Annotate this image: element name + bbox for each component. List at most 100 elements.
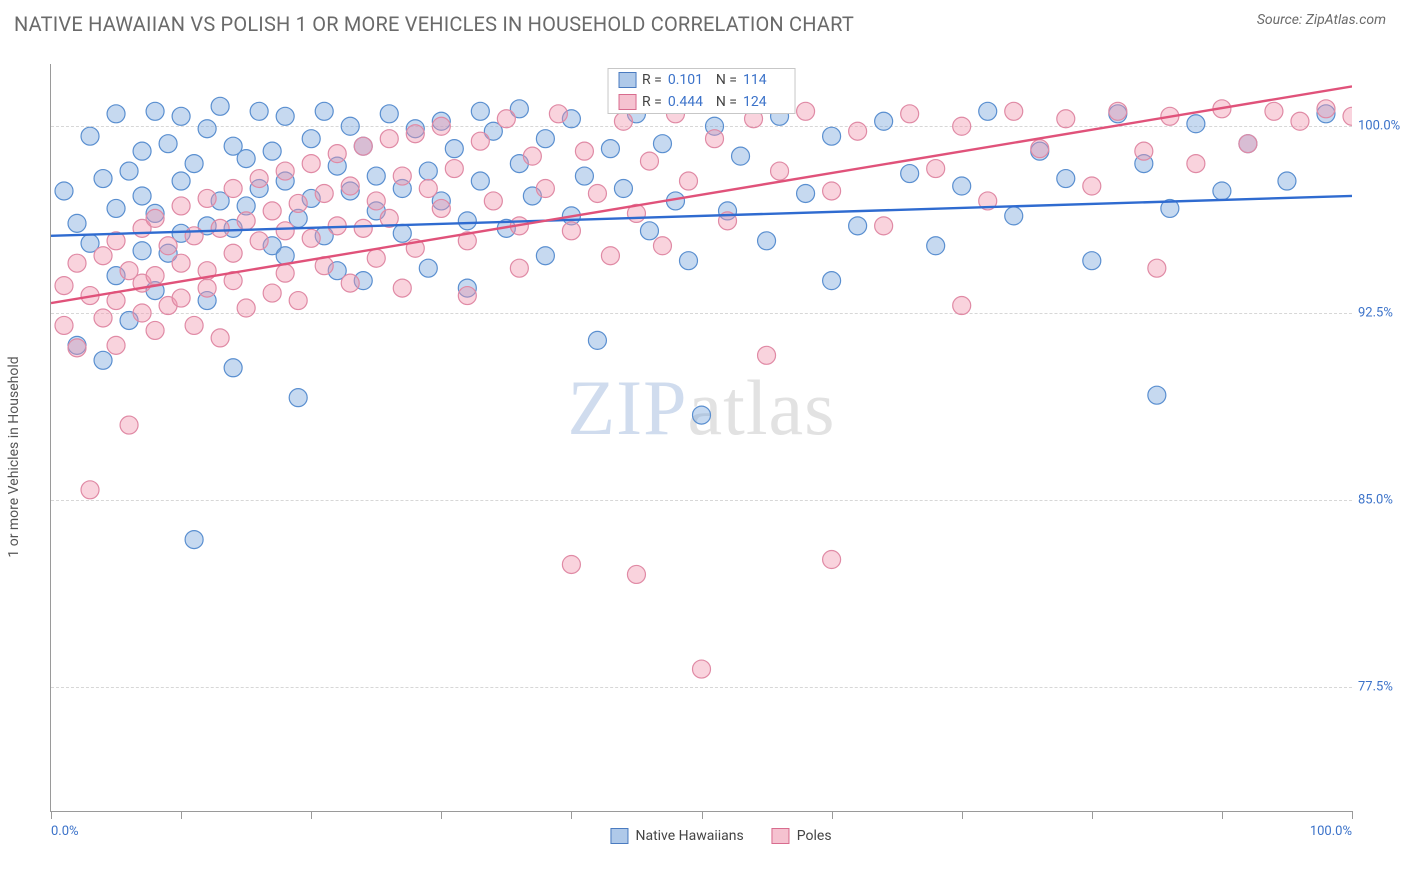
data-point (211, 219, 229, 237)
source-attribution: Source: ZipAtlas.com (1257, 12, 1386, 28)
data-point (536, 247, 554, 265)
r-value: 0.101 (668, 72, 710, 88)
data-point (237, 150, 255, 168)
data-point (341, 274, 359, 292)
data-point (250, 102, 268, 120)
x-tick (1092, 811, 1093, 819)
data-point (1109, 102, 1127, 120)
r-label: R = (642, 72, 662, 88)
data-point (367, 249, 385, 267)
x-tick (181, 811, 182, 819)
data-point (172, 289, 190, 307)
data-point (588, 331, 606, 349)
data-point (133, 304, 151, 322)
data-point (1135, 142, 1153, 160)
data-point (823, 272, 841, 290)
data-point (823, 182, 841, 200)
data-point (276, 162, 294, 180)
data-point (901, 105, 919, 123)
data-point (367, 167, 385, 185)
data-point (536, 130, 554, 148)
data-point (120, 416, 138, 434)
x-tick (962, 811, 963, 819)
data-point (1031, 140, 1049, 158)
data-point (198, 189, 216, 207)
swatch-blue-icon (610, 828, 628, 844)
data-point (614, 112, 632, 130)
data-point (601, 140, 619, 158)
data-point (107, 199, 125, 217)
legend-item-hawaiians: Native Hawaiians (610, 828, 743, 844)
data-point (185, 155, 203, 173)
data-point (1278, 172, 1296, 190)
n-value: 114 (743, 72, 785, 88)
data-point (927, 160, 945, 178)
x-tick (571, 811, 572, 819)
data-point (1187, 155, 1205, 173)
data-point (953, 297, 971, 315)
data-point (1057, 170, 1075, 188)
r-value: 0.444 (668, 94, 710, 110)
data-point (250, 170, 268, 188)
data-point (120, 162, 138, 180)
data-point (1265, 102, 1283, 120)
data-point (927, 237, 945, 255)
data-point (523, 147, 541, 165)
data-point (640, 152, 658, 170)
data-point (471, 102, 489, 120)
data-point (875, 217, 893, 235)
data-point (953, 177, 971, 195)
data-point (823, 551, 841, 569)
data-point (393, 279, 411, 297)
legend-item-poles: Poles (772, 828, 832, 844)
x-tick (832, 811, 833, 819)
data-point (471, 132, 489, 150)
data-point (797, 184, 815, 202)
data-point (1291, 112, 1309, 130)
data-point (211, 329, 229, 347)
data-point (289, 292, 307, 310)
data-point (562, 555, 580, 573)
data-point (94, 170, 112, 188)
data-point (289, 389, 307, 407)
data-point (679, 252, 697, 270)
data-point (315, 184, 333, 202)
data-point (55, 182, 73, 200)
data-point (901, 165, 919, 183)
data-point (380, 105, 398, 123)
x-tick (702, 811, 703, 819)
data-point (419, 259, 437, 277)
data-point (172, 172, 190, 190)
x-tick (1352, 811, 1353, 819)
data-point (797, 102, 815, 120)
data-point (1057, 110, 1075, 128)
data-point (732, 147, 750, 165)
legend-label: Poles (797, 828, 832, 844)
swatch-pink-icon (618, 94, 636, 110)
series-legend: Native Hawaiians Poles (610, 828, 831, 844)
data-point (133, 187, 151, 205)
y-tick-label: 85.0% (1354, 492, 1398, 507)
data-point (849, 217, 867, 235)
data-point (263, 202, 281, 220)
data-point (302, 229, 320, 247)
data-point (771, 162, 789, 180)
data-point (510, 259, 528, 277)
x-tick (311, 811, 312, 819)
legend-label: Native Hawaiians (635, 828, 743, 844)
data-point (1343, 107, 1352, 125)
x-tick-label: 0.0% (51, 824, 79, 839)
data-point (640, 222, 658, 240)
data-point (276, 264, 294, 282)
data-point (575, 167, 593, 185)
data-point (1005, 102, 1023, 120)
data-point (133, 242, 151, 260)
data-point (159, 135, 177, 153)
data-point (614, 180, 632, 198)
data-point (758, 232, 776, 250)
data-point (536, 180, 554, 198)
x-tick (51, 811, 52, 819)
data-point (432, 199, 450, 217)
x-tick (441, 811, 442, 819)
n-label: N = (716, 94, 737, 110)
